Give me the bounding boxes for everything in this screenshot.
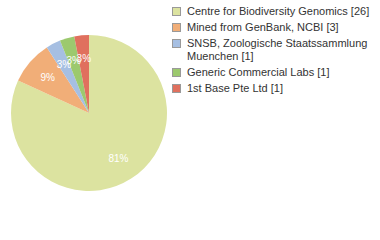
- html-text:1st Base Pte Ltd [1]: 1st Base Pte Ltd [1]: [187, 82, 283, 94]
- html-text:Generic Commercial Labs [1]: Generic Commercial Labs [1]: [187, 66, 330, 78]
- svg-text:3%: 3%: [56, 59, 72, 70]
- svg-text:3%: 3%: [77, 53, 92, 64]
- html-text:SNSB, Zoologische Staatssammlu: SNSB, Zoologische Staatssammlung Muenche…: [187, 37, 368, 62]
- html-text:Mined from GenBank, NCBI [3]: Mined from GenBank, NCBI [3]: [187, 21, 339, 33]
- svg-text:9%: 9%: [41, 72, 56, 83]
- svg-text:3%: 3%: [66, 55, 81, 67]
- svg-text:81%: 81%: [109, 153, 129, 164]
- html-text:Centre for Biodiversity Genomi: Centre for Biodiversity Genomics [26]: [187, 5, 370, 17]
